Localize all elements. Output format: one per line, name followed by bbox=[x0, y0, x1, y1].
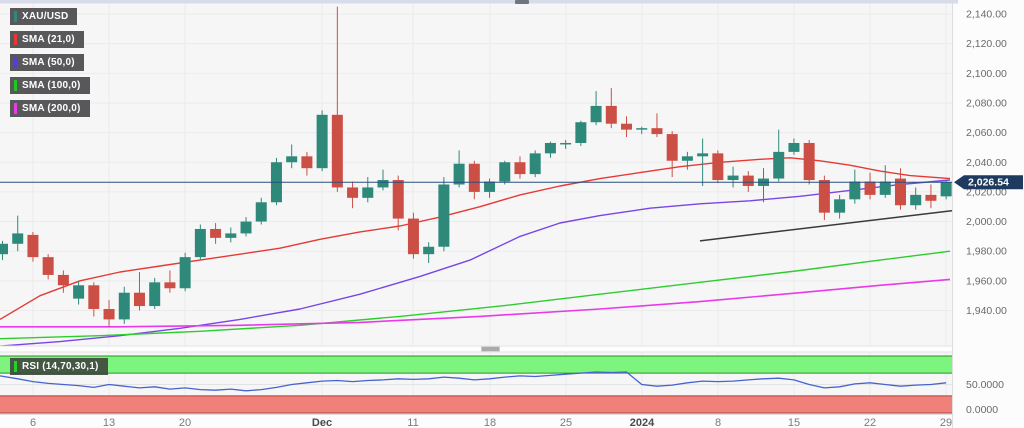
rsi-color-bar bbox=[14, 361, 17, 372]
price-axis[interactable] bbox=[952, 0, 1024, 428]
trendline[interactable] bbox=[699, 205, 986, 242]
sma-line-3 bbox=[0, 278, 951, 328]
top-strip bbox=[0, 0, 958, 4]
legend-rsi[interactable]: RSI (14,70,30,1) bbox=[10, 358, 108, 375]
svg-text:18: 18 bbox=[484, 417, 496, 428]
rsi-line bbox=[0, 371, 947, 392]
legend-sma-21[interactable]: SMA (21,0) bbox=[10, 31, 84, 48]
svg-text:6: 6 bbox=[30, 417, 36, 428]
svg-text:50.0000: 50.0000 bbox=[966, 379, 1004, 391]
svg-text:1,960.00: 1,960.00 bbox=[966, 275, 1007, 287]
sma-line-0 bbox=[0, 157, 951, 321]
svg-text:2024: 2024 bbox=[630, 417, 655, 428]
legend-sma-200-label: SMA (200,0) bbox=[22, 103, 81, 114]
sma-line-2 bbox=[0, 250, 951, 340]
sma-200-color-bar bbox=[14, 103, 17, 114]
svg-text:22: 22 bbox=[864, 417, 876, 428]
sma-line-1 bbox=[0, 179, 951, 347]
sma-50-color-bar bbox=[14, 57, 17, 68]
svg-text:2,060.00: 2,060.00 bbox=[966, 127, 1007, 139]
legend-sma-200[interactable]: SMA (200,0) bbox=[10, 100, 90, 117]
rsi-overbought-band bbox=[0, 356, 952, 374]
svg-text:29: 29 bbox=[940, 417, 952, 428]
legend-sma-100-label: SMA (100,0) bbox=[22, 80, 81, 91]
last-price-badge bbox=[954, 175, 1023, 190]
svg-text:11: 11 bbox=[407, 417, 418, 428]
legend-symbol-label: XAU/USD bbox=[22, 11, 69, 22]
last-price-badge-text: 2,026.54 bbox=[968, 177, 1009, 189]
legend-rsi-label: RSI (14,70,30,1) bbox=[22, 361, 99, 372]
svg-text:2,020.00: 2,020.00 bbox=[966, 186, 1007, 198]
legend: XAU/USD SMA (21,0) SMA (50,0) SMA (100,0… bbox=[10, 8, 90, 117]
svg-text:2,040.00: 2,040.00 bbox=[966, 157, 1007, 169]
svg-text:15: 15 bbox=[788, 417, 800, 428]
svg-text:13: 13 bbox=[103, 417, 115, 428]
svg-text:1,940.00: 1,940.00 bbox=[966, 305, 1007, 317]
sma-100-color-bar bbox=[14, 80, 17, 91]
time-axis[interactable] bbox=[0, 415, 952, 428]
time-axis-labels: 6 13 20 Dec 11 18 25 2024 8 15 22 29 bbox=[30, 417, 952, 428]
legend-sma-50[interactable]: SMA (50,0) bbox=[10, 54, 84, 71]
legend-sma-21-label: SMA (21,0) bbox=[22, 34, 75, 45]
svg-text:1,980.00: 1,980.00 bbox=[966, 246, 1007, 258]
svg-text:Dec: Dec bbox=[312, 417, 332, 428]
svg-text:2,080.00: 2,080.00 bbox=[966, 97, 1007, 109]
svg-text:2,120.00: 2,120.00 bbox=[966, 38, 1007, 50]
legend-sma-50-label: SMA (50,0) bbox=[22, 57, 75, 68]
svg-text:0.0000: 0.0000 bbox=[966, 404, 998, 416]
svg-text:25: 25 bbox=[560, 417, 572, 428]
symbol-color-bar bbox=[14, 11, 17, 22]
legend-symbol[interactable]: XAU/USD bbox=[10, 8, 78, 25]
rsi-oversold-band bbox=[0, 395, 952, 413]
legend-sma-100[interactable]: SMA (100,0) bbox=[10, 77, 90, 94]
svg-text:2,140.00: 2,140.00 bbox=[966, 9, 1007, 21]
price-axis-labels: 2,140.00 2,120.00 2,100.00 2,080.00 2,060.00… bbox=[966, 9, 1007, 417]
svg-text:2,000.00: 2,000.00 bbox=[966, 216, 1007, 228]
top-resize-handle[interactable] bbox=[515, 0, 529, 4]
svg-text:8: 8 bbox=[715, 417, 721, 428]
sma-21-color-bar bbox=[14, 34, 17, 45]
svg-text:20: 20 bbox=[179, 417, 191, 428]
svg-text:2,100.00: 2,100.00 bbox=[966, 68, 1007, 80]
pane-resize-handle[interactable] bbox=[481, 346, 500, 352]
